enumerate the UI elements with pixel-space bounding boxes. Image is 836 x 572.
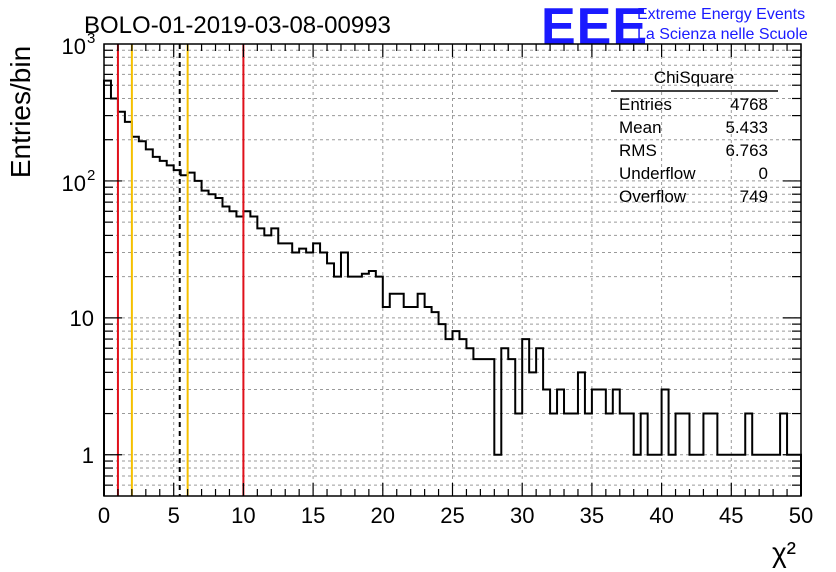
stats-rows: Entries 4768 Mean 5.433 RMS 6.763 Underflow 0 Ov… (619, 95, 768, 206)
stats-box: ChiSquare Entries 4768 Mean 5.433 RMS 6.763 Un… (611, 68, 778, 206)
y-tick-label-exponent: 3 (87, 30, 95, 47)
histogram-outline (103, 79, 802, 496)
chart-title: BOLO-01-2019-03-08-00993 (84, 12, 391, 39)
stats-name: ChiSquare (654, 68, 734, 87)
threshold-lines (116, 44, 245, 496)
logo-mark: EEE (541, 0, 648, 56)
stats-label: RMS (619, 141, 657, 160)
x-tick-label: 5 (168, 503, 180, 528)
stats-value: 0 (759, 164, 768, 183)
y-tick-label-exponent: 2 (87, 167, 95, 184)
axes (103, 43, 802, 497)
y-tick-label: 10 3 (62, 30, 96, 59)
y-tick-label: 10 2 (62, 167, 96, 196)
x-tick-label: 30 (510, 503, 534, 528)
stats-label: Overflow (619, 187, 687, 206)
stats-value: 6.763 (725, 141, 768, 160)
eee-logo: EEE Extreme Energy Events La Scienza nel… (541, 0, 808, 56)
x-tick-label: 50 (789, 503, 813, 528)
stats-value: 4768 (730, 95, 768, 114)
y-tick-label: 10 (70, 306, 94, 331)
x-tick-label: 45 (719, 503, 743, 528)
y-tick-label-base: 10 (62, 34, 86, 59)
y-tick-label-base: 10 (62, 171, 86, 196)
x-tick-label: 10 (231, 503, 255, 528)
logo-line-2: La Scienza nelle Scuole (637, 26, 808, 43)
stats-value: 5.433 (725, 118, 768, 137)
logo-line-1: Extreme Energy Events (637, 6, 805, 23)
stats-value: 749 (740, 187, 768, 206)
x-tick-label: 25 (440, 503, 464, 528)
stats-label: Mean (619, 118, 662, 137)
y-tick-label-text: 10 (70, 306, 94, 331)
stats-label: Underflow (619, 164, 696, 183)
histogram-bars (103, 79, 802, 496)
x-tick-label: 0 (98, 503, 110, 528)
x-tick-labels: 0 5 10 15 20 25 30 35 40 45 50 (98, 503, 813, 528)
x-tick-label: 40 (649, 503, 673, 528)
x-tick-label: 35 (580, 503, 604, 528)
stats-label: Entries (619, 95, 672, 114)
y-axis-title: Entries/bin (5, 46, 36, 178)
x-axis-title: χ² (772, 537, 796, 568)
x-tick-label: 15 (301, 503, 325, 528)
y-tick-label-text: 1 (82, 443, 94, 468)
x-tick-label: 20 (371, 503, 395, 528)
y-tick-label: 1 (82, 443, 94, 468)
